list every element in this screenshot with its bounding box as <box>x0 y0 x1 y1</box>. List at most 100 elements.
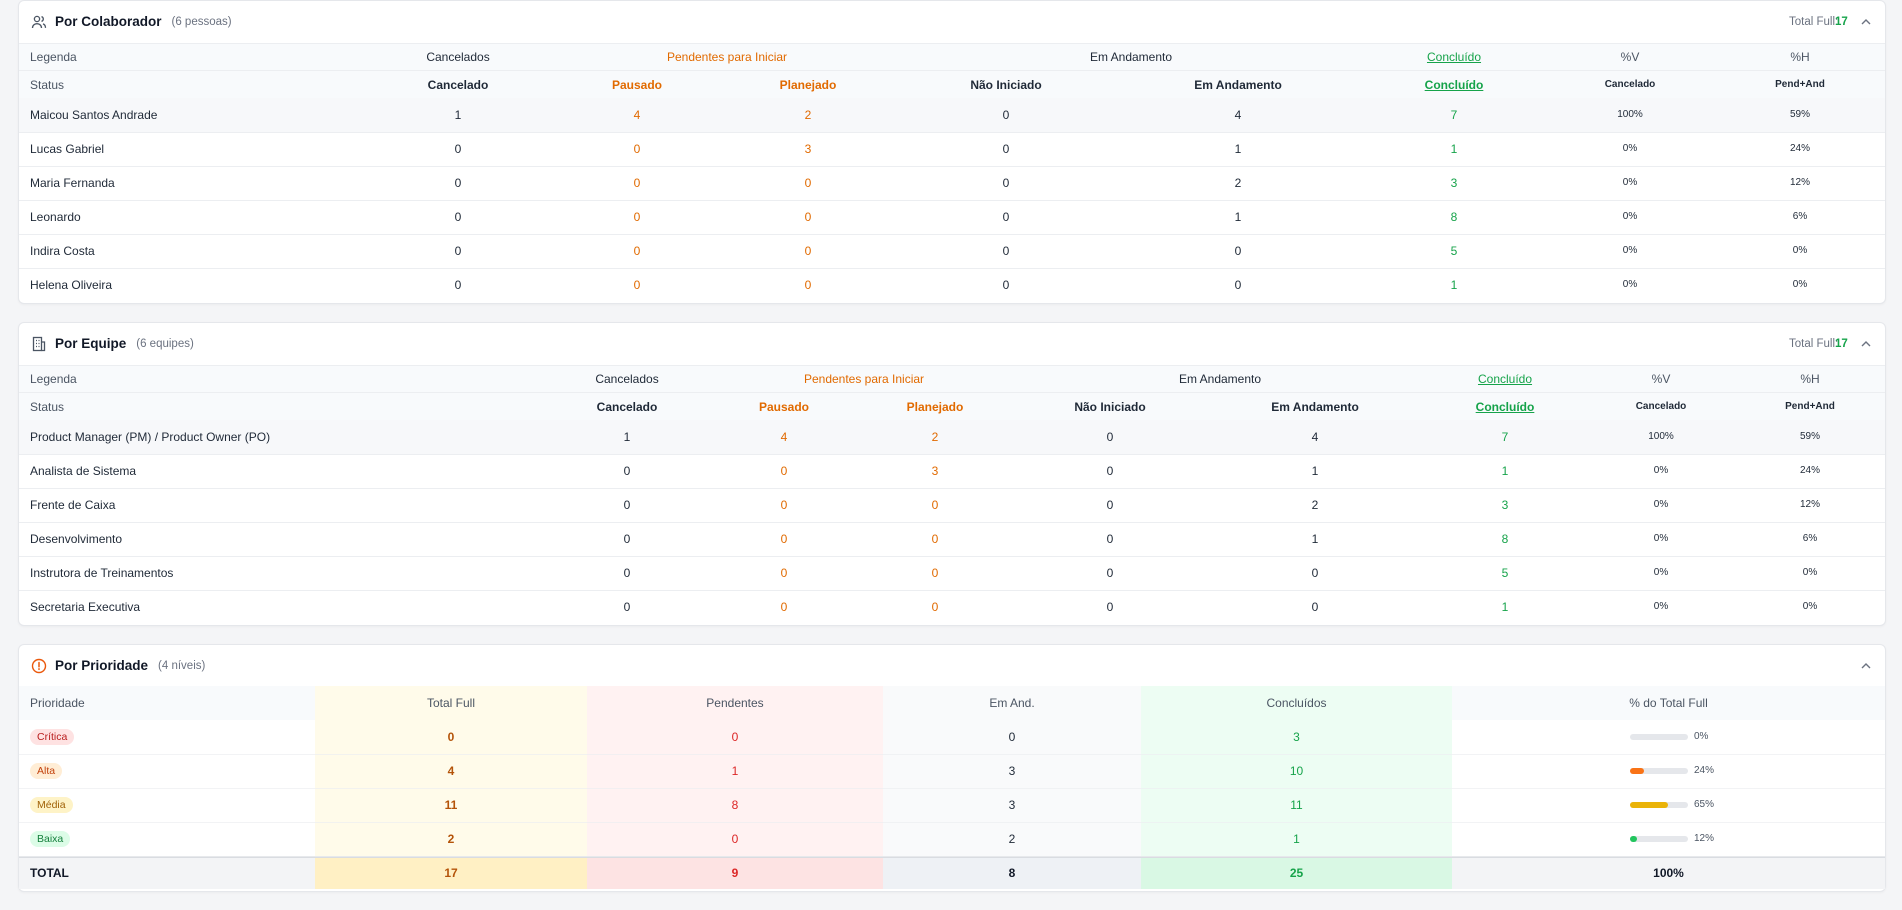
total-value: 17 <box>1835 338 1848 350</box>
legend-label: Pendentes para Iniciar <box>803 372 925 386</box>
cell-value: 1 <box>1234 210 1242 224</box>
row-name: Maicou Santos Andrade <box>30 108 158 122</box>
status-label: Não Iniciado <box>1074 400 1146 414</box>
status-label: Status <box>30 400 65 414</box>
share-label: 24% <box>1694 765 1715 776</box>
cell-value: 4 <box>447 764 455 778</box>
legend-label: Legenda <box>30 50 77 64</box>
section-title: Por Equipe <box>55 336 127 351</box>
share-bar <box>1630 768 1644 774</box>
column-header: Total Full <box>426 696 476 710</box>
cell-value: 0 <box>1234 278 1242 292</box>
column-header: Pendentes <box>706 696 764 710</box>
cell-value: 3 <box>804 142 812 156</box>
status-label: Em Andamento <box>1271 400 1359 414</box>
status-label: Cancelado <box>596 400 658 414</box>
status-label: Concluído <box>1475 400 1535 414</box>
status-label: Em Andamento <box>1194 78 1282 92</box>
cell-value: 3 <box>1293 730 1300 744</box>
legend-label: Em Andamento <box>1178 372 1262 386</box>
cell-value: 0 <box>780 464 788 478</box>
row-border <box>19 856 1885 857</box>
priority-badge: Alta <box>30 763 63 779</box>
cell-value: 0 <box>1106 566 1114 580</box>
cell-value: 2 <box>931 430 939 444</box>
cell-value: 0 <box>1311 600 1319 614</box>
legend-label: %H <box>1800 372 1820 386</box>
section-count: (6 pessoas) <box>171 16 232 28</box>
row-border <box>19 488 1885 489</box>
cell-value: 0 <box>1002 244 1010 258</box>
cell-value: 0% <box>1622 279 1638 290</box>
cell-value: 0% <box>1653 601 1669 612</box>
cell-value: 100% <box>1617 109 1643 120</box>
collapse-toggle[interactable] <box>1860 661 1872 671</box>
cell-value: 4 <box>1311 430 1319 444</box>
status-label: Pausado <box>611 78 663 92</box>
cell-value: 0% <box>1622 245 1638 256</box>
column-bg <box>587 686 883 889</box>
cell-value: 0 <box>1106 498 1114 512</box>
cell-value: 0 <box>1106 532 1114 546</box>
row-border <box>19 788 1885 789</box>
cell-value: 1 <box>1450 142 1458 156</box>
row-border <box>19 392 1885 393</box>
total-row-bg <box>315 857 587 889</box>
section-title: Por Colaborador <box>55 14 162 29</box>
row-border <box>19 268 1885 269</box>
cell-value: 1 <box>1311 464 1319 478</box>
cell-value: 0 <box>1106 600 1114 614</box>
cell-value: 0 <box>623 498 631 512</box>
collapse-toggle[interactable] <box>1860 17 1872 27</box>
row-border <box>19 590 1885 591</box>
cell-value: 24% <box>1789 143 1811 154</box>
row-border <box>19 200 1885 201</box>
cell-value: 6% <box>1792 211 1808 222</box>
cell-value: 0 <box>931 498 939 512</box>
share-label: 0% <box>1694 731 1709 742</box>
column-bg <box>1141 686 1452 889</box>
total-row-bg <box>19 857 315 889</box>
cell-value: 0 <box>1002 142 1010 156</box>
column-bg <box>883 686 1141 889</box>
legend-label: %V <box>1651 372 1671 386</box>
collapse-toggle[interactable] <box>1860 339 1872 349</box>
cell-value: 59% <box>1789 109 1811 120</box>
cell-value: 0 <box>623 532 631 546</box>
status-label: Planejado <box>906 400 964 414</box>
row-name: Indira Costa <box>30 244 95 258</box>
cell-value: 0 <box>633 278 641 292</box>
status-label: Planejado <box>779 78 837 92</box>
row-border <box>19 856 1885 858</box>
cell-value: 1 <box>1293 832 1300 846</box>
row-name: Maria Fernanda <box>30 176 115 190</box>
total-row-bg <box>1141 857 1452 889</box>
cell-value: 0 <box>454 176 462 190</box>
status-label: Não Iniciado <box>970 78 1042 92</box>
cell-value: 0% <box>1653 533 1669 544</box>
total-label: TOTAL <box>30 866 69 880</box>
row-highlight <box>19 98 1885 132</box>
cell-value: 0 <box>804 210 812 224</box>
legend-label: Cancelados <box>426 50 490 64</box>
share-bar <box>1630 802 1668 808</box>
priority-badge: Média <box>30 797 73 813</box>
row-name: Desenvolvimento <box>30 532 123 546</box>
cell-value: 0 <box>731 832 739 846</box>
cell-value: 2 <box>1234 176 1242 190</box>
row-border <box>19 234 1885 235</box>
legend-label: Em Andamento <box>1089 50 1173 64</box>
cell-value: 1 <box>1450 278 1458 292</box>
row-border <box>19 556 1885 557</box>
cell-value: 0 <box>1002 176 1010 190</box>
legend-label: Legenda <box>30 372 77 386</box>
row-border <box>19 754 1885 755</box>
legend-row-bg <box>19 44 1885 70</box>
cell-value: 0 <box>1002 278 1010 292</box>
cell-value: 0 <box>454 210 462 224</box>
column-header: Prioridade <box>30 696 85 710</box>
cell-value: 0 <box>447 730 455 744</box>
legend-label: Concluído <box>1426 50 1482 64</box>
